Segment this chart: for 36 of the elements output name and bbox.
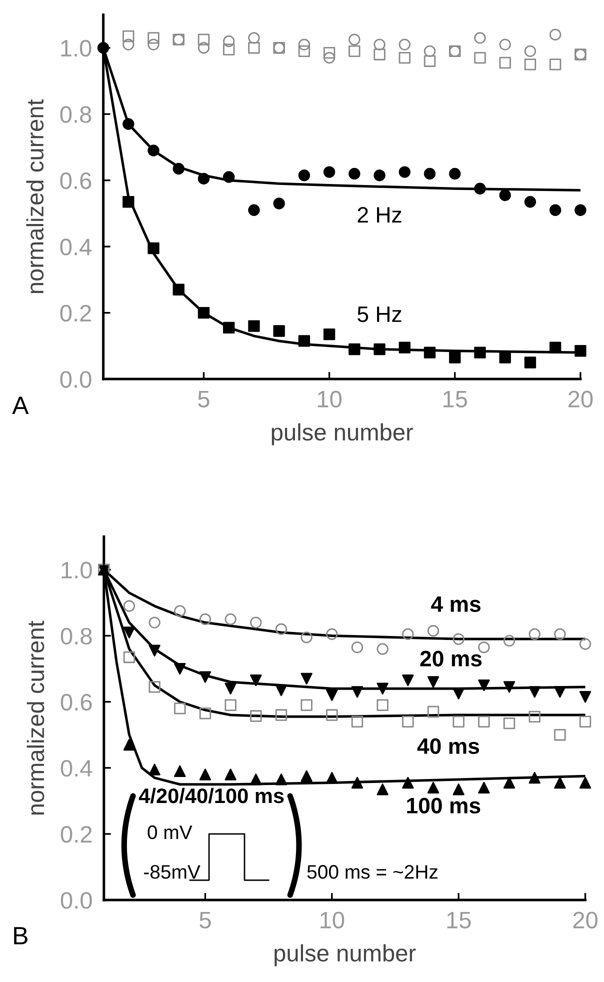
x-tick-label: 5 xyxy=(198,391,210,408)
x-tick-label: 10 xyxy=(320,912,344,928)
y-tick-label: 0.2 xyxy=(60,826,92,843)
y-tick-label: 0.0 xyxy=(60,892,92,909)
x-tick-label: 15 xyxy=(447,912,471,928)
text: A xyxy=(12,396,29,414)
x-tick-label: 5 xyxy=(200,912,211,928)
y-axis-title: normalized current xyxy=(26,620,44,815)
y-tick-label: 1.0 xyxy=(61,40,92,57)
y-tick-label: 0.6 xyxy=(60,694,92,711)
annotation: 2 Hz xyxy=(358,206,402,223)
x-tick-label: 20 xyxy=(573,912,598,928)
y-tick-label: 0.8 xyxy=(60,106,92,123)
annotation: 20 ms xyxy=(420,650,482,666)
x-axis-title: pulse number xyxy=(274,944,416,966)
annotation: 500 ms = ~2Hz xyxy=(307,865,438,879)
annotation: 4/20/40/100 ms xyxy=(138,788,284,804)
x-tick-label: 20 xyxy=(568,390,593,408)
y-tick-label: 0.0 xyxy=(60,371,92,388)
y-axis-title: normalized current xyxy=(26,99,44,294)
annotation: 0 mV xyxy=(148,825,192,840)
y-tick-label: 0.2 xyxy=(60,304,91,322)
y-tick-label: 0.6 xyxy=(60,172,92,190)
annotation: 40 ms xyxy=(417,738,480,754)
x-tick-label: 15 xyxy=(444,391,468,408)
annotation: 100 ms xyxy=(407,798,480,814)
y-tick-label: 1.0 xyxy=(62,562,92,578)
annotation: -85mV xyxy=(144,865,200,879)
y-tick-label: 0.4 xyxy=(60,760,92,777)
x-tick-label: 10 xyxy=(318,390,342,408)
x-axis-title: pulse number xyxy=(272,423,414,446)
annotation: 4 ms xyxy=(431,596,480,612)
text: B xyxy=(14,927,28,944)
y-tick-label: 0.4 xyxy=(60,238,92,256)
y-tick-label: 0.8 xyxy=(60,628,92,645)
annotation: 5 Hz xyxy=(358,306,402,322)
